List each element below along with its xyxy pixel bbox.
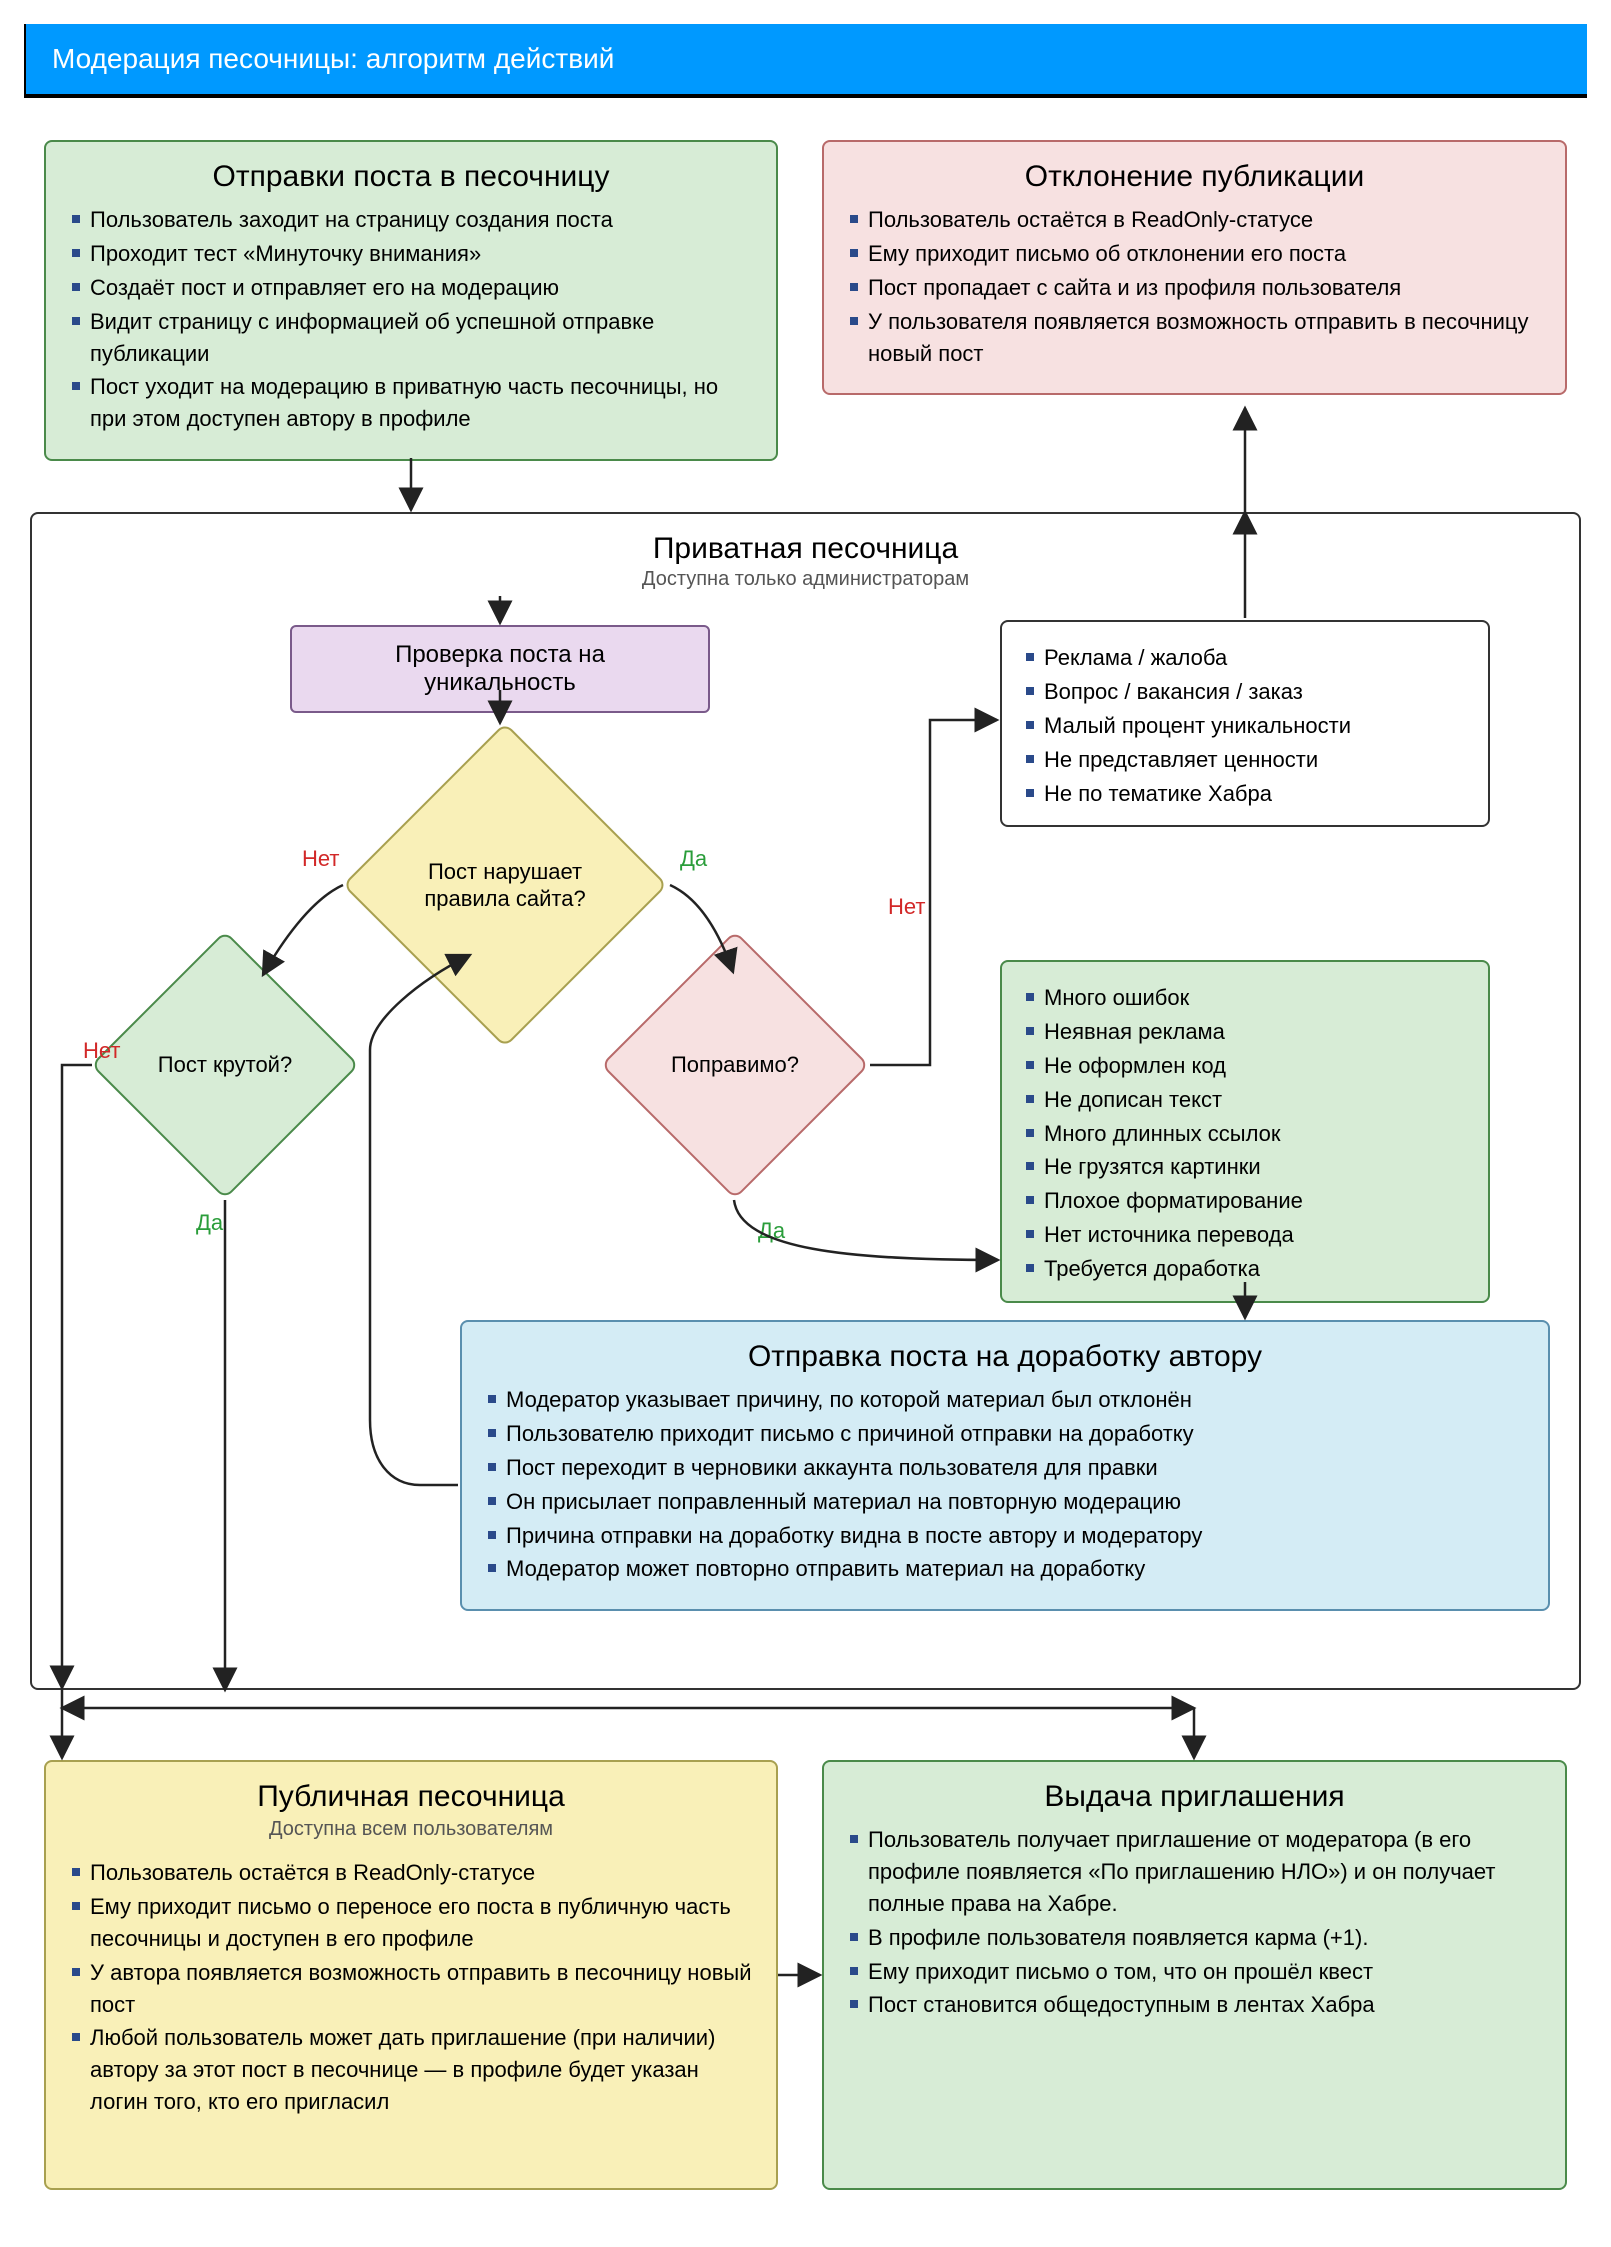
list-item: Малый процент уникальности bbox=[1026, 710, 1468, 742]
box-public-sandbox: Публичная песочница Доступна всем пользо… bbox=[44, 1760, 778, 2190]
list-item: Не оформлен код bbox=[1026, 1050, 1468, 1082]
list-item: Ему приходит письмо о переносе его поста… bbox=[72, 1891, 754, 1955]
header-bar: Модерация песочницы: алгоритм действий bbox=[24, 24, 1587, 98]
box-send-list: Пользователь заходит на страницу создани… bbox=[68, 204, 754, 435]
flag-uniqueness-check: Проверка поста на уникальность bbox=[290, 625, 710, 713]
box-send-for-revision: Отправка поста на доработку автору Модер… bbox=[460, 1320, 1550, 1611]
list-item: Плохое форматирование bbox=[1026, 1185, 1468, 1217]
private-subtitle: Доступна только администраторам bbox=[32, 568, 1579, 591]
edge-label-yes: Да bbox=[196, 1210, 223, 1236]
private-title: Приватная песочница bbox=[32, 532, 1579, 566]
diamond-rules-label: Пост нарушает правила сайта? bbox=[390, 770, 620, 1000]
list-item: Создаёт пост и отправляет его на модерац… bbox=[72, 272, 754, 304]
diamond-fix-label: Поправимо? bbox=[640, 970, 830, 1160]
list-item: Пост пропадает с сайта и из профиля поль… bbox=[850, 272, 1543, 304]
flag-label: Проверка поста на уникальность bbox=[395, 641, 605, 696]
list-item: Пост переходит в черновики аккаунта поль… bbox=[488, 1452, 1526, 1484]
box-public-list: Пользователь остаётся в ReadOnly-статусе… bbox=[68, 1857, 754, 2118]
edge-label-no: Нет bbox=[83, 1038, 120, 1064]
list-item: Причина отправки на доработку видна в по… bbox=[488, 1520, 1526, 1552]
list-item: У автора появляется возможность отправит… bbox=[72, 1957, 754, 2021]
box-public-title: Публичная песочница bbox=[68, 1780, 754, 1814]
diamond-rules-violation: Пост нарушает правила сайта? bbox=[390, 770, 620, 1000]
list-item: Вопрос / вакансия / заказ bbox=[1026, 676, 1468, 708]
list-item: Не представляет ценности bbox=[1026, 744, 1468, 776]
box-revise-list: Модератор указывает причину, по которой … bbox=[484, 1384, 1526, 1585]
list-item: Ему приходит письмо об отклонении его по… bbox=[850, 238, 1543, 270]
list-item: Модератор может повторно отправить матер… bbox=[488, 1553, 1526, 1585]
list-item: Проходит тест «Минуточку внимания» bbox=[72, 238, 754, 270]
diamond-cool-label: Пост крутой? bbox=[130, 970, 320, 1160]
box-reject-title: Отклонение публикации bbox=[846, 160, 1543, 194]
list-item: Пост становится общедоступным в лентах Х… bbox=[850, 1989, 1543, 2021]
header-title: Модерация песочницы: алгоритм действий bbox=[52, 43, 614, 75]
list-item: Много длинных ссылок bbox=[1026, 1118, 1468, 1150]
list-item: Пользователю приходит письмо с причиной … bbox=[488, 1418, 1526, 1450]
box-send-to-sandbox: Отправки поста в песочницу Пользователь … bbox=[44, 140, 778, 461]
list-reject-reasons: Реклама / жалоба Вопрос / вакансия / зак… bbox=[1000, 620, 1490, 827]
list-item: Много ошибок bbox=[1026, 982, 1468, 1014]
list-fixable-reasons: Много ошибок Неявная реклама Не оформлен… bbox=[1000, 960, 1490, 1303]
list-item: Неявная реклама bbox=[1026, 1016, 1468, 1048]
list-item: Пост уходит на модерацию в приватную час… bbox=[72, 371, 754, 435]
list-item: Реклама / жалоба bbox=[1026, 642, 1468, 674]
list-item: В профиле пользователя появляется карма … bbox=[850, 1922, 1543, 1954]
list-item: Требуется доработка bbox=[1026, 1253, 1468, 1285]
edge-label-no: Нет bbox=[888, 894, 925, 920]
list-item: У пользователя появляется возможность от… bbox=[850, 306, 1543, 370]
box-reject-list: Пользователь остаётся в ReadOnly-статусе… bbox=[846, 204, 1543, 369]
page: Модерация песочницы: алгоритм действий О… bbox=[0, 0, 1611, 2247]
list-item: Не по тематике Хабра bbox=[1026, 778, 1468, 810]
list-item: Модератор указывает причину, по которой … bbox=[488, 1384, 1526, 1416]
diamond-post-cool: Пост крутой? bbox=[130, 970, 320, 1160]
list-item: Пользователь заходит на страницу создани… bbox=[72, 204, 754, 236]
box-reject-publication: Отклонение публикации Пользователь остаё… bbox=[822, 140, 1567, 395]
box-public-sub: Доступна всем пользователям bbox=[68, 1818, 754, 1841]
list-item: Любой пользователь может дать приглашени… bbox=[72, 2022, 754, 2118]
list-item: Видит страницу с информацией об успешной… bbox=[72, 306, 754, 370]
edge-label-yes: Да bbox=[680, 846, 707, 872]
box-revise-title: Отправка поста на доработку автору bbox=[484, 1340, 1526, 1374]
list-item: Пользователь остаётся в ReadOnly-статусе bbox=[72, 1857, 754, 1889]
list-item: Не грузятся картинки bbox=[1026, 1151, 1468, 1183]
box-issue-invitation: Выдача приглашения Пользователь получает… bbox=[822, 1760, 1567, 2190]
list-item: Он присылает поправленный материал на по… bbox=[488, 1486, 1526, 1518]
diamond-fixable: Поправимо? bbox=[640, 970, 830, 1160]
list-item: Ему приходит письмо о том, что он прошёл… bbox=[850, 1956, 1543, 1988]
edge-label-no: Нет bbox=[302, 846, 339, 872]
edge-label-yes: Да bbox=[758, 1218, 785, 1244]
box-invite-title: Выдача приглашения bbox=[846, 1780, 1543, 1814]
list-item: Не дописан текст bbox=[1026, 1084, 1468, 1116]
list-item: Нет источника перевода bbox=[1026, 1219, 1468, 1251]
box-send-title: Отправки поста в песочницу bbox=[68, 160, 754, 194]
list-item: Пользователь получает приглашение от мод… bbox=[850, 1824, 1543, 1920]
list-item: Пользователь остаётся в ReadOnly-статусе bbox=[850, 204, 1543, 236]
box-invite-list: Пользователь получает приглашение от мод… bbox=[846, 1824, 1543, 2021]
